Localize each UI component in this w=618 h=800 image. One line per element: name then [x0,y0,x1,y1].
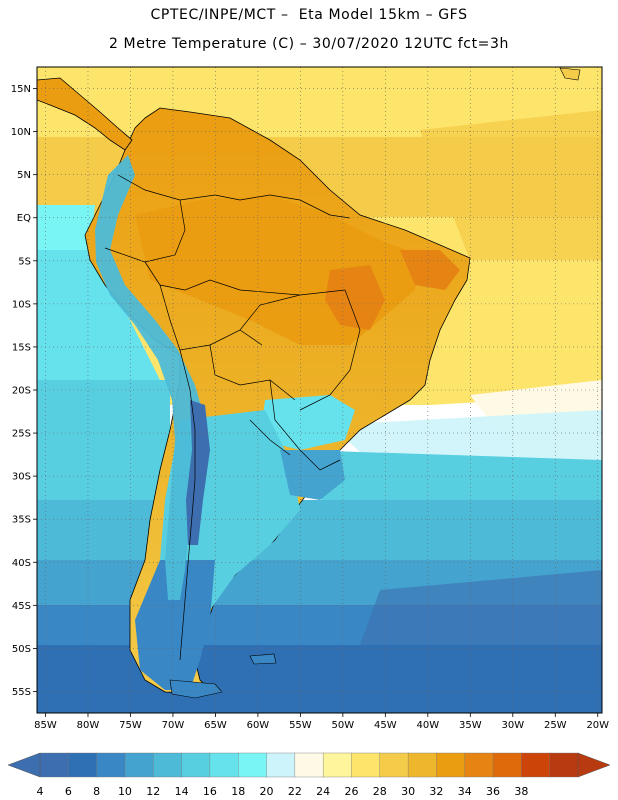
temperature-field [37,67,602,713]
caribbean-island [559,67,581,81]
country-borders [104,174,361,661]
lon-tick-label: 25W [544,720,567,731]
colorbar-cell [322,752,353,778]
ocean-band-pacific-tropics [37,205,95,250]
colorbar-tick-label: 28 [373,785,387,798]
lon-tick-label: 40W [417,720,440,731]
colorbar-tick-label: 14 [175,785,189,798]
ocean-band-mid-lat [37,380,170,500]
colorbar-cell [521,752,551,778]
lon-tick-label: 85W [34,720,57,731]
colorbar-tick-label: 4 [37,785,44,798]
lat-tick-label: 45S [12,601,31,612]
colorbar-cell [209,752,239,778]
colorbar-tick-label: 38 [514,785,528,798]
colorbar-tick-label: 8 [93,785,100,798]
colorbar-tick-label: 18 [231,785,245,798]
colorbar-tick-label: 24 [316,785,330,798]
andes-cold-strip [95,155,205,600]
colorbar-left-arrow [7,752,41,778]
lon-tick-label: 30W [501,720,524,731]
lat-tick-label: 15N [11,84,31,95]
lon-tick-label: 50W [332,720,355,731]
colorbar-cell [68,752,98,778]
map-title: CPTEC/INPE/MCT – Eta Model 15km – GFS [150,7,468,23]
ocean-band-atlantic-warm [420,110,602,260]
lat-tick-label: 50S [12,644,31,655]
falkland-islands [249,653,277,665]
ocean-band-cold-2 [37,645,602,713]
colorbar-tick-label: 36 [486,785,500,798]
northeast-brazil-warm [400,250,460,290]
andes-coldest-strip [186,400,210,545]
lon-tick-label: 75W [119,720,142,731]
lon-tick-label: 45W [374,720,397,731]
colorbar-tick-label: 30 [401,785,415,798]
colorbar: 4 6 8 10 12 14 16 18 20 22 24 26 28 30 32 34 36 38 [7,752,611,798]
latitude-axis: 15N 10N 5N EQ 5S 10S 15S 20S 25S 30S 35S 40S 45S 50S 5… [11,84,37,698]
colorbar-cell [238,752,268,778]
colorbar-cell [266,752,296,778]
colorbar-tick-label: 32 [429,785,443,798]
colorbar-cell [464,752,494,778]
central-america-landmass [37,77,133,151]
colorbar-cell [153,752,183,778]
colorbar-tick-label: 22 [288,785,302,798]
colorbar-cell [181,752,211,778]
lat-tick-label: 30S [12,472,31,483]
colorbar-cell [294,752,324,778]
colorbar-tick-label: 10 [118,785,132,798]
colorbar-cell [407,752,438,778]
lat-tick-label: 35S [12,515,31,526]
colorbar-tick-label: 34 [458,785,472,798]
lat-tick-label: 55S [12,687,31,698]
lat-tick-label: EQ [17,213,31,224]
uruguay-cool-land [280,450,345,500]
patagonia-cold-land [135,560,215,690]
lon-tick-label: 35W [459,720,482,731]
colorbar-tick-label: 16 [203,785,217,798]
lon-tick-label: 70W [162,720,185,731]
longitude-axis: 85W 80W 75W 70W 65W 60W 55W 50W 45W 40W 35W 30W 25W 2… [34,713,609,731]
lon-tick-label: 55W [289,720,312,731]
colorbar-tick-label: 6 [65,785,72,798]
colorbar-cell [39,752,70,778]
lat-tick-label: 10S [12,299,31,310]
colorbar-cell [492,752,523,778]
lat-tick-label: 25S [12,429,31,440]
colorbar-cell [436,752,466,778]
lon-tick-label: 80W [77,720,100,731]
colorbar-right-arrow [577,752,611,778]
ocean-band-atlantic-coldest [360,570,602,645]
tierra-del-fuego [169,679,223,699]
colorbar-cell [351,752,381,778]
lon-tick-label: 65W [204,720,227,731]
colorbar-tick-label: 12 [146,785,160,798]
colorbar-cell [96,752,126,778]
brazil-interior-hot [325,265,385,330]
south-brazil-cool [260,395,355,450]
colorbar-tick-label: 26 [344,785,358,798]
lat-tick-label: 40S [12,558,31,569]
ocean-band-pacific-warm [37,250,160,380]
lat-tick-label: 15S [12,342,31,353]
lat-tick-label: 20S [12,386,31,397]
colorbar-cell [379,752,409,778]
colorbar-tick-label: 20 [260,785,274,798]
colorbar-cell [124,752,154,778]
colorbar-cell [549,752,579,778]
lon-tick-label: 20W [586,720,609,731]
ocean-band-cool-1 [37,500,602,560]
lat-tick-label: 5N [17,170,31,181]
map-subtitle: 2 Metre Temperature (C) – 30/07/2020 12U… [109,36,509,52]
lat-tick-label: 5S [18,256,31,267]
lat-tick-label: 10N [11,127,31,138]
lon-tick-label: 60W [247,720,270,731]
